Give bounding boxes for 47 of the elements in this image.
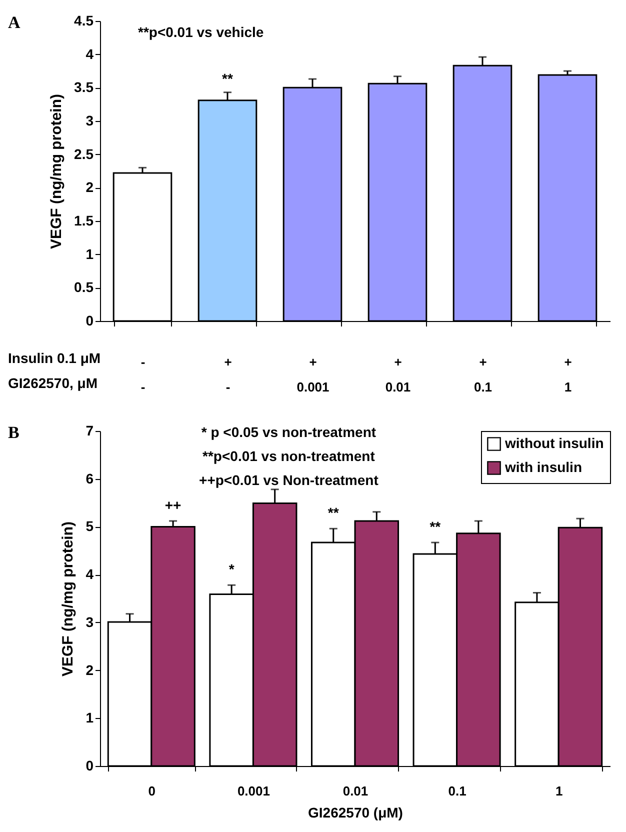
y-tick-label: 4.5 [74, 12, 94, 28]
y-tick-label: 6 [86, 470, 94, 486]
text: Insulin 0.1 μM [8, 350, 101, 366]
y-tick-label: 5 [86, 518, 94, 534]
y-tick-label: 0 [86, 312, 94, 328]
y-tick-label: 0.5 [74, 279, 94, 296]
x-tick-label: 0.01 [342, 784, 368, 798]
annotation: ++p<0.01 vs Non-treatment [199, 472, 379, 488]
x-tick-label: + 0.001 [296, 354, 330, 394]
annotation: ** [430, 518, 442, 535]
chart-title: B [8, 423, 20, 442]
y-tick-label: 0 [86, 758, 94, 774]
x-tick-label: + - [224, 354, 232, 394]
y-tick-label: 3 [86, 614, 94, 630]
legend-label: with insulin [504, 459, 582, 475]
annotation: * [228, 561, 235, 578]
x-tick-label: - - [140, 354, 146, 394]
y-tick-label: 2 [86, 662, 94, 678]
x-tick-label: 0 [148, 784, 156, 798]
y-axis-title: VEGF (ng/mg protein) [60, 522, 77, 676]
y-tick-label: 1 [86, 246, 94, 262]
x-tick-label: 1 [555, 784, 563, 798]
y-tick-label: 4 [86, 566, 94, 582]
x-axis-title: GI262570 (μM) [308, 804, 403, 820]
x-tick-label: 0.1 [448, 784, 466, 798]
x-tick-label: + 0.01 [385, 354, 411, 394]
y-axis-title: VEGF (ng/mg protein) [48, 94, 66, 249]
text: GI262570, μM [8, 375, 98, 391]
y-tick-label: 1 [86, 710, 94, 726]
y-tick-label: 3 [86, 112, 94, 128]
y-tick-label: 1.5 [74, 212, 94, 228]
x-tick-label: + 0.1 [474, 354, 492, 394]
annotation: **p<0.01 vs vehicle [138, 24, 264, 40]
annotation: **p<0.01 vs non-treatment [202, 448, 376, 464]
annotation: * p <0.05 vs non-treatment [201, 424, 376, 440]
annotation: ++ [164, 496, 182, 513]
y-tick-label: 2 [86, 179, 94, 196]
y-tick-label: 3.5 [74, 79, 94, 96]
chart-title: A [8, 13, 21, 32]
legend-label: without insulin [504, 435, 604, 451]
x-tick-label: 0.001 [237, 784, 270, 798]
annotation: ** [222, 70, 234, 86]
annotation: ** [328, 504, 340, 521]
y-tick-label: 4 [86, 46, 94, 62]
y-tick-label: 2.5 [74, 146, 94, 162]
y-tick-label: 7 [86, 422, 94, 438]
x-tick-label: + 1 [564, 354, 572, 394]
